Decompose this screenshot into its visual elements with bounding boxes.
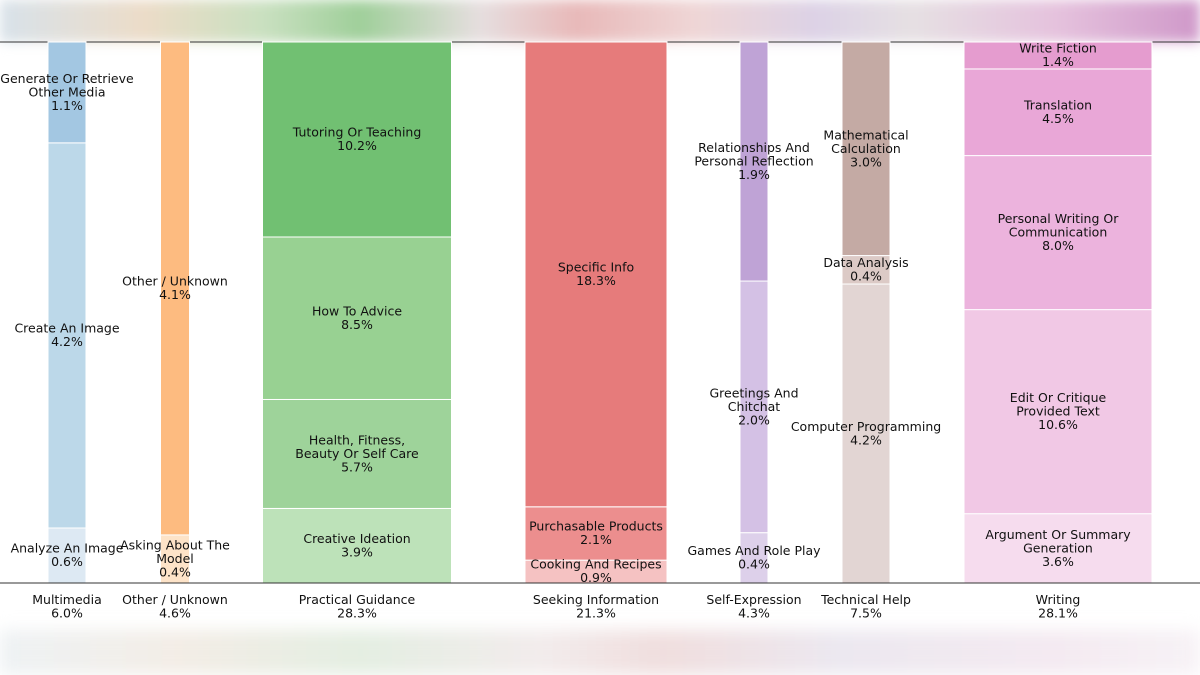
bar-segment-self-expression-greetings-and-chitchat: [739, 280, 769, 534]
category-label-seeking-information: Seeking Information 21.3%: [533, 592, 659, 621]
segment-label-translation: Translation 4.5%: [1023, 98, 1092, 127]
segment-label-greetings-and-chitchat: Greetings And Chitchat 2.0%: [709, 385, 798, 427]
segment-label-health-fitness-beauty-or-self-care: Health, Fitness, Beauty Or Self Care 5.7%: [295, 432, 419, 474]
segment-label-other-unknown: Other / Unknown 4.1%: [122, 274, 228, 303]
bar-segment-seeking-information-specific-info: [524, 41, 668, 508]
segment-label-specific-info: Specific Info 18.3%: [558, 260, 634, 289]
segment-label-analyze-an-image: Analyze An Image 0.6%: [11, 541, 124, 570]
bar-segment-multimedia-generate-or-retrieve-other-media: [47, 41, 87, 144]
bottom-color-band: [0, 630, 1200, 675]
segment-label-cooking-and-recipes: Cooking And Recipes 0.9%: [530, 557, 661, 586]
category-labels-group: Multimedia 6.0% Other / Unknown 4.6% Practic…: [32, 592, 1080, 621]
category-label-writing: Writing 28.1%: [1036, 592, 1081, 621]
segment-label-relationships-and-personal-reflection: Relationships And Personal Reflection 1.9%: [694, 140, 813, 182]
segment-label-personal-writing-or-communication: Personal Writing Or Communication 8.0%: [998, 211, 1120, 253]
category-label-multimedia: Multimedia 6.0%: [32, 592, 102, 621]
segment-label-asking-about-the-model: Asking About The Model 0.4%: [120, 537, 230, 579]
segment-label-create-an-image: Create An Image 4.2%: [14, 321, 119, 350]
bar-segment-technical-help-mathematical-calculation: [841, 41, 891, 257]
segment-label-data-analysis: Data Analysis 0.4%: [823, 255, 908, 284]
segment-label-creative-ideation: Creative Ideation 3.9%: [303, 531, 410, 560]
category-label-other-unknown: Other / Unknown 4.6%: [122, 592, 228, 621]
bar-segment-practical-guidance-creative-ideation: [262, 507, 452, 584]
segment-label-edit-or-critique-provided-text: Edit Or Critique Provided Text 10.6%: [1010, 390, 1107, 432]
segment-label-computer-programming: Computer Programming 4.2%: [791, 419, 941, 448]
bar-segment-writing-personal-writing-or-communication: [963, 155, 1153, 311]
bar-segment-multimedia-create-an-image: [47, 142, 87, 529]
segment-label-write-fiction: Write Fiction 1.4%: [1019, 41, 1097, 70]
bar-segment-practical-guidance-health-fitness-beauty-or-self-care: [262, 398, 452, 509]
top-color-band: [0, 0, 1200, 42]
bar-segment-writing-translation: [963, 68, 1153, 157]
segment-label-how-to-advice: How To Advice 8.5%: [312, 303, 402, 332]
segment-label-purchasable-products: Purchasable Products 2.1%: [529, 519, 663, 548]
segment-label-tutoring-or-teaching: Tutoring Or Teaching 10.2%: [292, 125, 422, 154]
bar-segment-seeking-information-purchasable-products: [524, 506, 668, 561]
category-label-self-expression: Self-Expression 4.3%: [706, 592, 801, 621]
segment-label-generate-or-retrieve-other-media: Generate Or Retrieve Other Media 1.1%: [0, 71, 134, 113]
segment-label-mathematical-calculation: Mathematical Calculation 3.0%: [823, 127, 908, 169]
bar-segment-other-unknown-other-unknown: [160, 41, 190, 536]
segment-labels-group: Analyze An Image 0.6% Create An Image 4.2% G…: [0, 41, 1131, 585]
bar-segment-practical-guidance-how-to-advice: [262, 236, 452, 400]
bars-group: [47, 41, 1153, 584]
bar-segment-self-expression-relationships-and-personal-reflection: [739, 41, 769, 282]
segment-label-games-and-role-play: Games And Role Play 0.4%: [687, 543, 821, 572]
category-label-practical-guidance: Practical Guidance 28.3%: [299, 592, 416, 621]
bar-segment-writing-write-fiction: [963, 41, 1153, 70]
bar-segment-practical-guidance-tutoring-or-teaching: [262, 41, 452, 238]
category-label-technical-help: Technical Help 7.5%: [820, 592, 911, 621]
bar-segment-technical-help-data-analysis: [841, 255, 891, 285]
bar-segment-writing-edit-or-critique-provided-text: [963, 309, 1153, 515]
segment-label-argument-or-summary-generation: Argument Or Summary Generation 3.6%: [985, 527, 1131, 569]
bar-segment-self-expression-games-and-role-play: [739, 532, 769, 584]
